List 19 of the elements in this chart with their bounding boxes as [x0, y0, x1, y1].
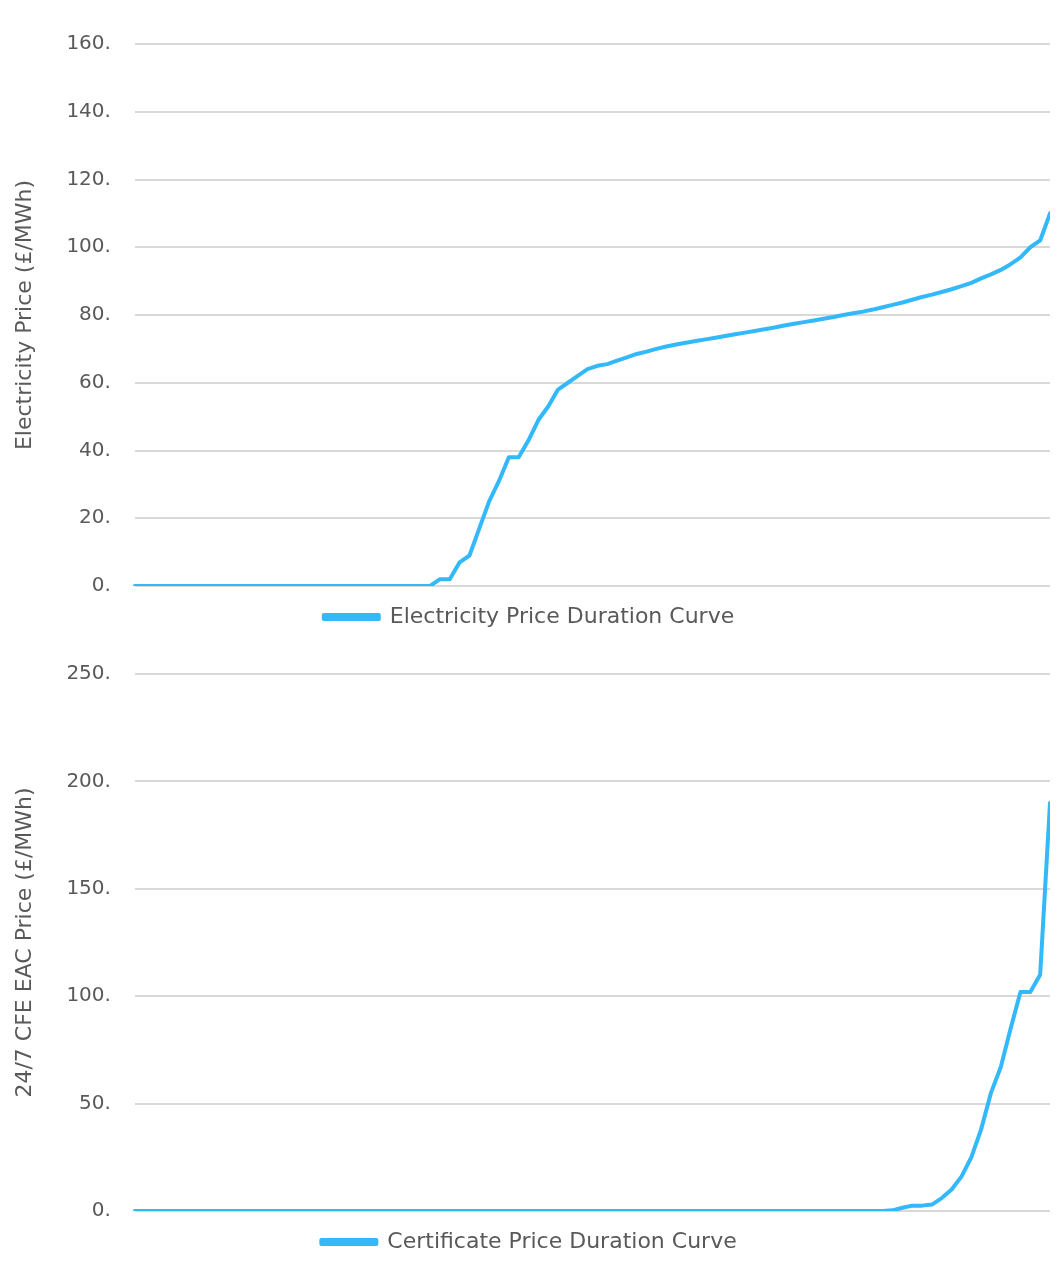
y-tick-label: 150. — [66, 875, 111, 899]
y-tick-label: 100. — [66, 233, 111, 258]
y-tick-label: 20. — [79, 504, 111, 529]
y-tick-label: 0. — [91, 572, 111, 597]
y-tick-label: 140. — [66, 97, 111, 122]
legend-label: Electricity Price Duration Curve — [389, 602, 735, 628]
y-axis-title: Electricity Price (£/MWh) — [10, 179, 36, 451]
y-tick-label: 0. — [91, 1197, 111, 1222]
y-tick-label: 40. — [79, 436, 111, 461]
legend-label: Certificate Price Duration Curve — [387, 1227, 737, 1253]
y-tick-label: 50. — [79, 1089, 111, 1114]
y-tick-label: 120. — [66, 165, 111, 190]
y-tick-label: 80. — [79, 301, 111, 326]
y-tick-label: 160. — [66, 30, 111, 55]
y-tick-label: 250. — [66, 660, 111, 685]
y-tick-label: 60. — [79, 368, 111, 393]
y-tick-label: 200. — [66, 767, 111, 792]
y-axis-title: 24/7 CFE EAC Price (£/MWh) — [10, 787, 36, 1098]
y-tick-label: 100. — [66, 982, 111, 1007]
